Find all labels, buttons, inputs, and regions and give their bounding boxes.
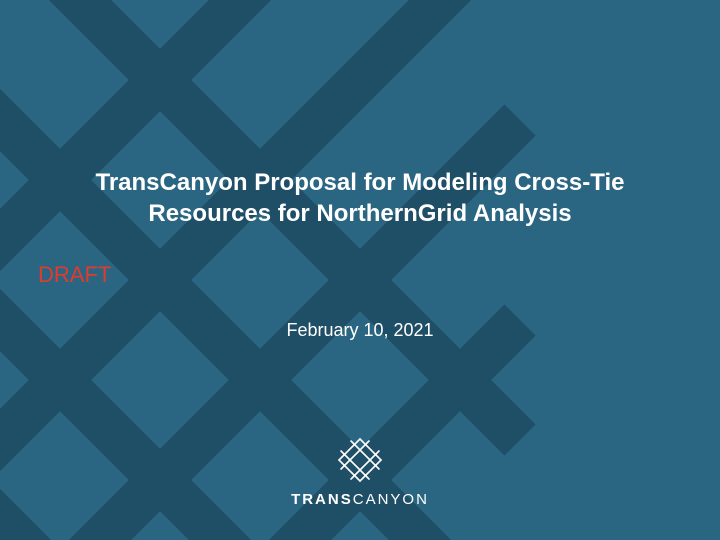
title-slide: TransCanyon Proposal for Modeling Cross-… <box>0 0 720 540</box>
logo-text-light: CANYON <box>353 491 429 508</box>
logo-text-bold: TRANS <box>291 491 353 508</box>
logo-lattice-icon <box>337 437 383 483</box>
slide-title: TransCanyon Proposal for Modeling Cross-… <box>80 168 640 229</box>
slide-content: TransCanyon Proposal for Modeling Cross-… <box>0 0 720 540</box>
logo: TRANSCANYON <box>0 437 720 508</box>
draft-watermark: DRAFT <box>38 262 111 288</box>
slide-date: February 10, 2021 <box>0 320 720 341</box>
logo-wordmark: TRANSCANYON <box>291 491 429 508</box>
